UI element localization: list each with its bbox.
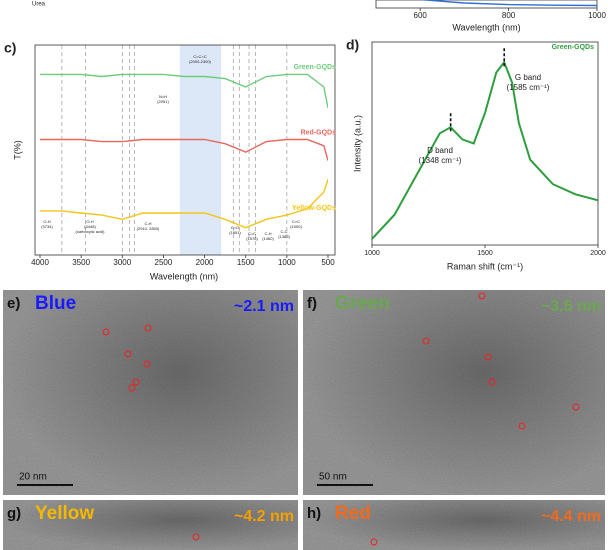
x-axis-label: Wavelength (nm) <box>150 271 218 281</box>
panel-label: c) <box>4 40 16 56</box>
tem-image <box>303 500 605 550</box>
y-axis-label: Intensity (a.u.) <box>352 115 362 172</box>
size-label: ~2.1 nm <box>234 298 294 315</box>
x-tick-label: 3000 <box>113 258 131 267</box>
annotation: G band <box>515 73 541 82</box>
size-label: ~3.5 nm <box>541 298 601 315</box>
x-tick-label: 1500 <box>477 250 493 257</box>
particle-circle <box>192 533 200 541</box>
panel-label: e) <box>7 295 20 312</box>
x-axis-label: Wavelength (nm) <box>452 22 520 32</box>
tem-background <box>3 500 298 550</box>
panel-label: h) <box>307 505 321 522</box>
annotation: (1585 cm⁻¹) <box>507 83 550 92</box>
annotation: (1348 cm⁻¹) <box>419 156 462 165</box>
particle-circle <box>422 337 430 345</box>
series-line <box>40 179 328 229</box>
annotation: (1651) <box>229 230 241 235</box>
plot-frame <box>375 0 598 9</box>
annotation: (2000-2300) <box>189 59 211 64</box>
particle-circle <box>370 538 378 546</box>
x-tick-label: 1000 <box>364 250 380 257</box>
plot-frame <box>371 41 599 246</box>
tem-image <box>3 500 298 550</box>
scale-bar-label: 20 nm <box>19 472 47 483</box>
x-tick-label: 1000 <box>278 258 296 267</box>
annotation: O-H <box>86 219 93 224</box>
annotation: C-H <box>144 221 151 226</box>
particle-circle <box>143 360 151 368</box>
x-tick-label: 2000 <box>590 250 606 257</box>
x-tick-label: 2500 <box>155 258 173 267</box>
panel-label: f) <box>307 295 317 312</box>
annotation: (2051) <box>157 99 169 104</box>
sample-label: Red <box>335 503 371 524</box>
x-tick-label: 1000 <box>588 11 606 20</box>
annotation: (1000) <box>290 224 302 229</box>
size-label: ~4.4 nm <box>541 508 601 525</box>
particle-circle <box>478 292 486 300</box>
annotation: C=C <box>248 231 256 236</box>
x-tick-label: 1500 <box>237 258 255 267</box>
annotation: (2910, 2850) <box>137 226 160 231</box>
annotation: C=O <box>231 225 239 230</box>
sample-label: Blue <box>35 293 76 314</box>
x-tick-label: 500 <box>321 258 335 267</box>
left-label: Urea <box>32 2 46 8</box>
particle-circle <box>484 353 492 361</box>
scale-bar-label: 50 nm <box>319 472 347 483</box>
x-tick-label: 600 <box>414 11 428 20</box>
series-label: Red-GQDs <box>301 129 337 136</box>
annotation: D band <box>427 146 453 155</box>
tem-image <box>3 290 298 495</box>
annotation: O-H <box>43 219 50 224</box>
plot-frame <box>34 44 336 256</box>
annotation: (1380) <box>278 234 290 239</box>
annotation: N=H <box>159 94 167 99</box>
x-tick-label: 3500 <box>72 258 90 267</box>
tem-background <box>3 290 298 495</box>
series-label: Green-GQDs <box>552 44 595 51</box>
particle-circle <box>572 403 580 411</box>
particle-circle <box>102 328 110 336</box>
series-label: Green-GQDs <box>294 64 337 71</box>
particle-circle <box>488 378 496 386</box>
x-tick-label: 4000 <box>31 258 49 267</box>
series-line <box>372 60 598 240</box>
tem-image <box>303 290 605 495</box>
annotation: (1578) <box>246 236 258 241</box>
tem-background <box>303 290 605 495</box>
annotation: (1460) <box>262 236 274 241</box>
size-label: ~4.2 nm <box>234 508 294 525</box>
series-line <box>40 73 328 109</box>
shaded-region <box>179 45 222 255</box>
sample-label: Yellow <box>35 503 94 524</box>
x-axis-label: Raman shift (cm⁻¹) <box>447 261 523 271</box>
particle-circle <box>132 378 140 386</box>
annotation: C-H <box>264 231 271 236</box>
sample-label: Green <box>335 293 390 314</box>
series-label: Yellow-GQDs <box>292 205 336 212</box>
annotation: (3734) <box>41 224 53 229</box>
series-line <box>40 138 328 161</box>
panel-label: d) <box>346 37 359 53</box>
particle-circle <box>144 324 152 332</box>
series-line <box>417 0 597 7</box>
annotation: (3448) <box>84 224 96 229</box>
annotation: C=C=C <box>193 54 206 59</box>
panel-label: g) <box>7 505 21 522</box>
particle-circle <box>124 350 132 358</box>
annotation: (carboxylic acid) <box>76 229 106 234</box>
particle-circle <box>128 384 136 392</box>
annotation: C-C <box>280 229 287 234</box>
x-tick-label: 800 <box>502 11 516 20</box>
tem-background <box>303 500 605 550</box>
annotation: C=C <box>292 219 300 224</box>
particle-circle <box>518 422 526 430</box>
y-axis-label: T(%) <box>12 140 22 160</box>
x-tick-label: 2000 <box>196 258 214 267</box>
